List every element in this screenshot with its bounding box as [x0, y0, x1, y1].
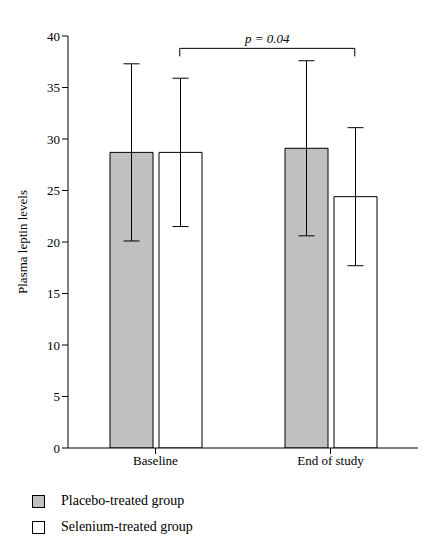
html-text:Placebo-treated group: Placebo-treated group	[61, 493, 185, 508]
svg-text:End of study: End of study	[297, 453, 364, 468]
svg-text:0: 0	[54, 441, 61, 456]
html-text:Selenium-treated group: Selenium-treated group	[61, 519, 193, 534]
svg-text:20: 20	[47, 235, 60, 250]
svg-text:35: 35	[47, 80, 60, 95]
svg-text:10: 10	[47, 338, 60, 353]
svg-text:Baseline: Baseline	[133, 453, 178, 468]
svg-text:Plasma leptin levels: Plasma leptin levels	[15, 190, 30, 294]
svg-text:p = 0.04: p = 0.04	[244, 31, 290, 46]
svg-text:40: 40	[47, 29, 60, 44]
svg-text:25: 25	[47, 183, 60, 198]
svg-text:30: 30	[47, 132, 60, 147]
svg-text:15: 15	[47, 286, 60, 301]
svg-text:5: 5	[54, 389, 61, 404]
